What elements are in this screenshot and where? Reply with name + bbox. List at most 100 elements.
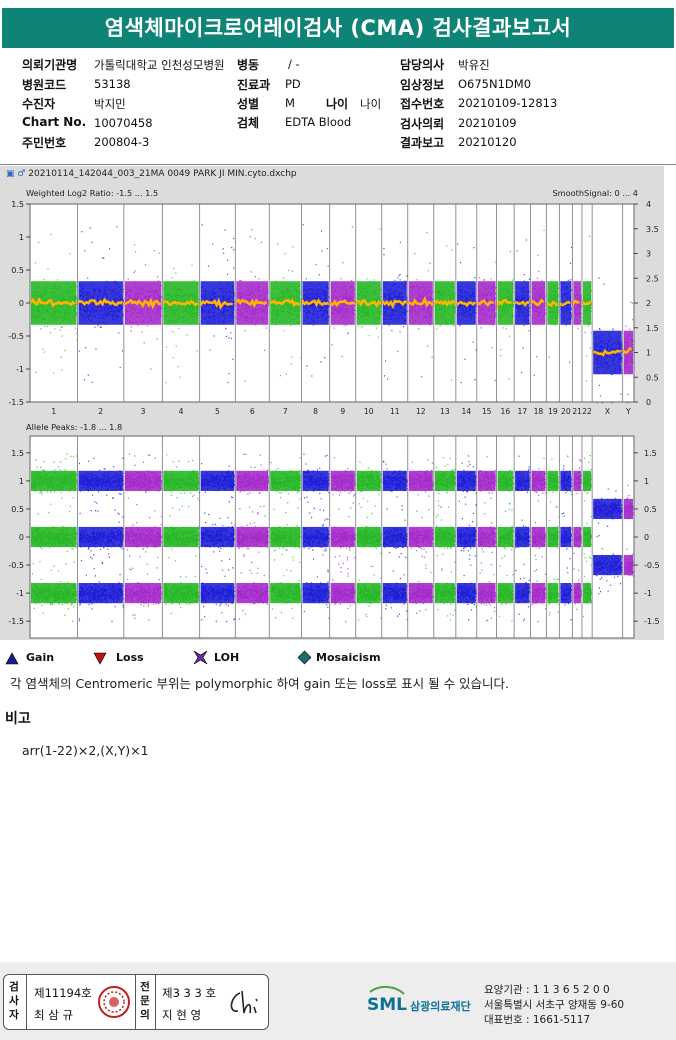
chromosome-label: 13	[440, 407, 450, 416]
chromosome-band	[382, 470, 407, 491]
chromosome-label: 21	[572, 407, 582, 416]
smooth-signal-line	[496, 298, 513, 309]
chromosome-points	[623, 484, 635, 577]
organization-info: 요양기관 : 1 1 3 6 5 2 0 0 서울특별시 서초구 양재동 9-6…	[484, 983, 624, 1028]
y2-tick-label: 2.5	[646, 274, 659, 283]
title-bar: 염색체마이크로어레이검사 (CMA) 검사결과보고서	[2, 8, 674, 48]
chromosome-band	[560, 470, 572, 491]
y2-tick-label: -0.5	[644, 561, 660, 570]
chromosome-points	[330, 226, 356, 358]
clinical-value: O675N1DM0	[458, 77, 532, 91]
signature-box: 검사자 제11194호 최 삼 규 전문의 제3 3 3 호 지 현 영	[3, 974, 269, 1030]
chromosome-points	[583, 235, 593, 382]
dept-label: 진료과	[237, 78, 271, 92]
reception-label: 접수번호	[400, 97, 445, 111]
code-value: 53138	[94, 77, 131, 91]
centromere-note: 각 염색체의 Centromeric 부위는 polymorphic 하여 ga…	[10, 676, 510, 691]
chart-no-value: 10070458	[94, 116, 153, 130]
y-tick-label: -1	[16, 589, 24, 598]
chromosome-band	[582, 470, 592, 491]
institution-no: 요양기관 : 1 1 3 6 5 2 0 0	[484, 984, 610, 996]
allele-peaks-title: Allele Peaks: -1.8 ... 1.8	[26, 422, 122, 432]
chromosome-points	[477, 456, 497, 622]
dept-value: PD	[285, 77, 301, 91]
y-tick-label: -1.5	[8, 617, 24, 626]
chromosome-label: 7	[283, 407, 288, 416]
chart-no-label: Chart No.	[22, 115, 87, 129]
chromosome-label: 17	[517, 407, 527, 416]
chromosome-points	[560, 246, 573, 363]
chromosome-points	[382, 460, 408, 621]
remarks-heading: 비고	[5, 711, 31, 727]
chromosome-points	[270, 243, 302, 377]
age-value: 나이	[360, 97, 382, 111]
ward-value: / -	[288, 57, 300, 71]
file-icon: ▣ ♂	[6, 169, 29, 179]
smooth-signal-line	[123, 297, 162, 310]
y2-tick-label: 4	[646, 200, 651, 209]
y2-tick-label: 3.5	[646, 225, 659, 234]
y2-tick-label: 0.5	[646, 373, 659, 382]
doctor-value: 박유진	[458, 58, 490, 72]
y-tick-label: -0.5	[8, 332, 24, 341]
chromosome-points	[515, 239, 531, 374]
chromosome-label: X	[605, 407, 610, 416]
patient-info: 의뢰기관명 가톨릭대학교 인천성모병원 병동 / - 담당의사 박유진 병원코드…	[0, 56, 676, 156]
chromosome-points	[270, 457, 302, 619]
y2-tick-label: 1.5	[646, 324, 659, 333]
request-label: 검사의뢰	[400, 117, 445, 131]
smooth-signal-line	[407, 295, 434, 308]
name-label: 수진자	[22, 97, 56, 111]
y2-tick-label: 1.5	[644, 449, 657, 458]
resident-label: 주민번호	[22, 136, 67, 150]
y-tick-label: 0	[19, 299, 24, 308]
chromosome-points	[31, 453, 78, 622]
smooth-signal-line	[433, 299, 456, 308]
age-label: 나이	[326, 97, 349, 111]
legend-mosaicism: Mosaicism	[316, 651, 381, 664]
loss-icon	[93, 652, 107, 665]
hospital-value: 가톨릭대학교 인천성모병원	[94, 58, 225, 72]
chromosome-points	[573, 459, 583, 611]
chromosome-label: 2	[98, 407, 103, 416]
header-divider	[0, 164, 676, 165]
smooth-signal-line	[591, 348, 622, 357]
y2-tick-label: 2	[646, 299, 651, 308]
gain-icon	[5, 652, 19, 665]
y-tick-label: 1.5	[11, 200, 24, 209]
y-tick-label: 0.5	[11, 505, 24, 514]
sign-divider	[26, 975, 27, 1029]
chromosome-label: Y	[625, 407, 631, 416]
mosaicism-icon	[297, 650, 312, 665]
smooth-signal-line	[234, 298, 268, 309]
chromosome-points	[124, 453, 163, 621]
chromosome-band	[547, 526, 559, 548]
chromosome-points	[78, 457, 124, 622]
chromosome-band	[456, 526, 476, 548]
request-value: 20210109	[458, 116, 517, 130]
chromosome-label: 1	[51, 407, 56, 416]
legend-loh: LOH	[214, 651, 240, 664]
clinical-label: 임상정보	[400, 78, 445, 92]
chromosome-label: 6	[250, 407, 255, 416]
y2-tick-label: 0.5	[644, 505, 657, 514]
smooth-signal-line	[329, 299, 356, 308]
chromosome-points	[593, 488, 623, 595]
result-label: 결과보고	[400, 136, 445, 150]
chart-file-name: ▣ ♂ 20210114_142044_003_21MA 0049 PARK J…	[6, 169, 297, 179]
smooth-signal-line	[199, 297, 233, 310]
svg-text:SML: SML	[367, 995, 407, 1015]
chromosome-points	[356, 228, 382, 338]
specimen-value: EDTA Blood	[285, 115, 352, 129]
sex-value: M	[285, 96, 295, 110]
organization-phone: 대표번호 : 1661-5117	[484, 1014, 591, 1026]
organization-address: 서울특별시 서초구 양재동 9-60	[484, 999, 625, 1011]
chromosome-label: 14	[461, 407, 471, 416]
chromosome-points	[497, 470, 515, 622]
chromosome-band	[573, 583, 581, 604]
chromosome-points	[302, 453, 330, 619]
chromosome-band	[330, 583, 355, 604]
chromosome-points	[531, 457, 547, 623]
reception-value: 20210109-12813	[458, 96, 558, 110]
smooth-signal-line	[161, 299, 199, 307]
